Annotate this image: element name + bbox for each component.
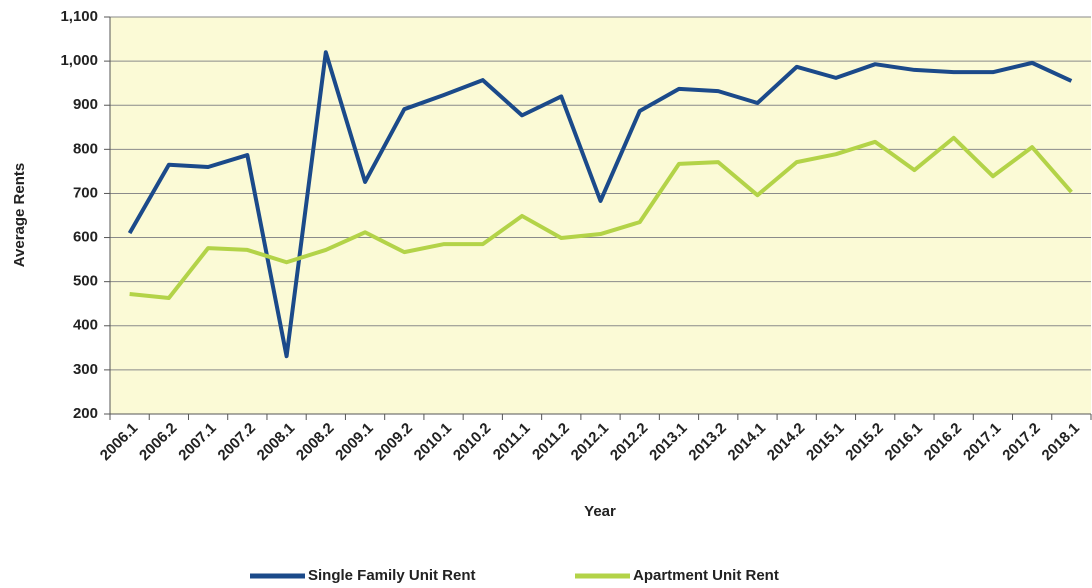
y-tick-label: 700 — [73, 184, 98, 201]
x-tick-label: 2008.2 — [293, 420, 337, 464]
x-tick-label: 2009.2 — [371, 420, 415, 464]
x-tick-label: 2011.2 — [529, 420, 573, 464]
x-tick-label: 2007.2 — [215, 420, 259, 464]
x-tick-label: 2015.2 — [842, 420, 886, 464]
x-tick-label: 2015.1 — [803, 420, 847, 464]
x-tick-label: 2016.1 — [882, 420, 926, 464]
x-axis-title: Year — [584, 503, 616, 520]
x-tick-label: 2008.1 — [254, 420, 298, 464]
x-tick-label: 2013.1 — [646, 420, 690, 464]
x-tick-label: 2012.1 — [568, 420, 612, 464]
y-axis-title: Average Rents — [11, 163, 28, 268]
x-tick-label: 2017.1 — [960, 420, 1004, 464]
y-tick-label: 400 — [73, 317, 98, 334]
x-tick-label: 2010.2 — [450, 420, 494, 464]
legend-label: Apartment Unit Rent — [633, 567, 779, 584]
x-tick-label: 2018.1 — [1039, 420, 1083, 464]
x-tick-label: 2009.1 — [332, 420, 376, 464]
y-tick-label: 600 — [73, 229, 98, 246]
x-tick-label: 2007.1 — [175, 420, 219, 464]
x-tick-label: 2017.2 — [999, 420, 1043, 464]
x-tick-label: 2014.2 — [764, 420, 808, 464]
y-tick-label: 1,100 — [60, 8, 98, 25]
x-tick-label: 2012.2 — [607, 420, 651, 464]
x-tick-label: 2016.2 — [921, 420, 965, 464]
y-tick-label: 200 — [73, 405, 98, 422]
x-tick-label: 2014.1 — [725, 420, 769, 464]
y-tick-label: 300 — [73, 361, 98, 378]
series-line — [127, 50, 1073, 359]
x-tick-label: 2006.2 — [136, 420, 180, 464]
legend-label: Single Family Unit Rent — [308, 567, 476, 584]
series-line — [129, 135, 1073, 300]
y-tick-label: 900 — [73, 96, 98, 113]
plot-area — [110, 17, 1091, 414]
x-tick-label: 2006.1 — [97, 420, 141, 464]
y-tick-label: 500 — [73, 273, 98, 290]
x-tick-label: 2013.2 — [685, 420, 729, 464]
y-tick-label: 800 — [73, 140, 98, 157]
x-tick-label: 2010.1 — [411, 420, 455, 464]
y-tick-label: 1,000 — [60, 52, 98, 69]
x-tick-label: 2011.1 — [490, 420, 534, 464]
